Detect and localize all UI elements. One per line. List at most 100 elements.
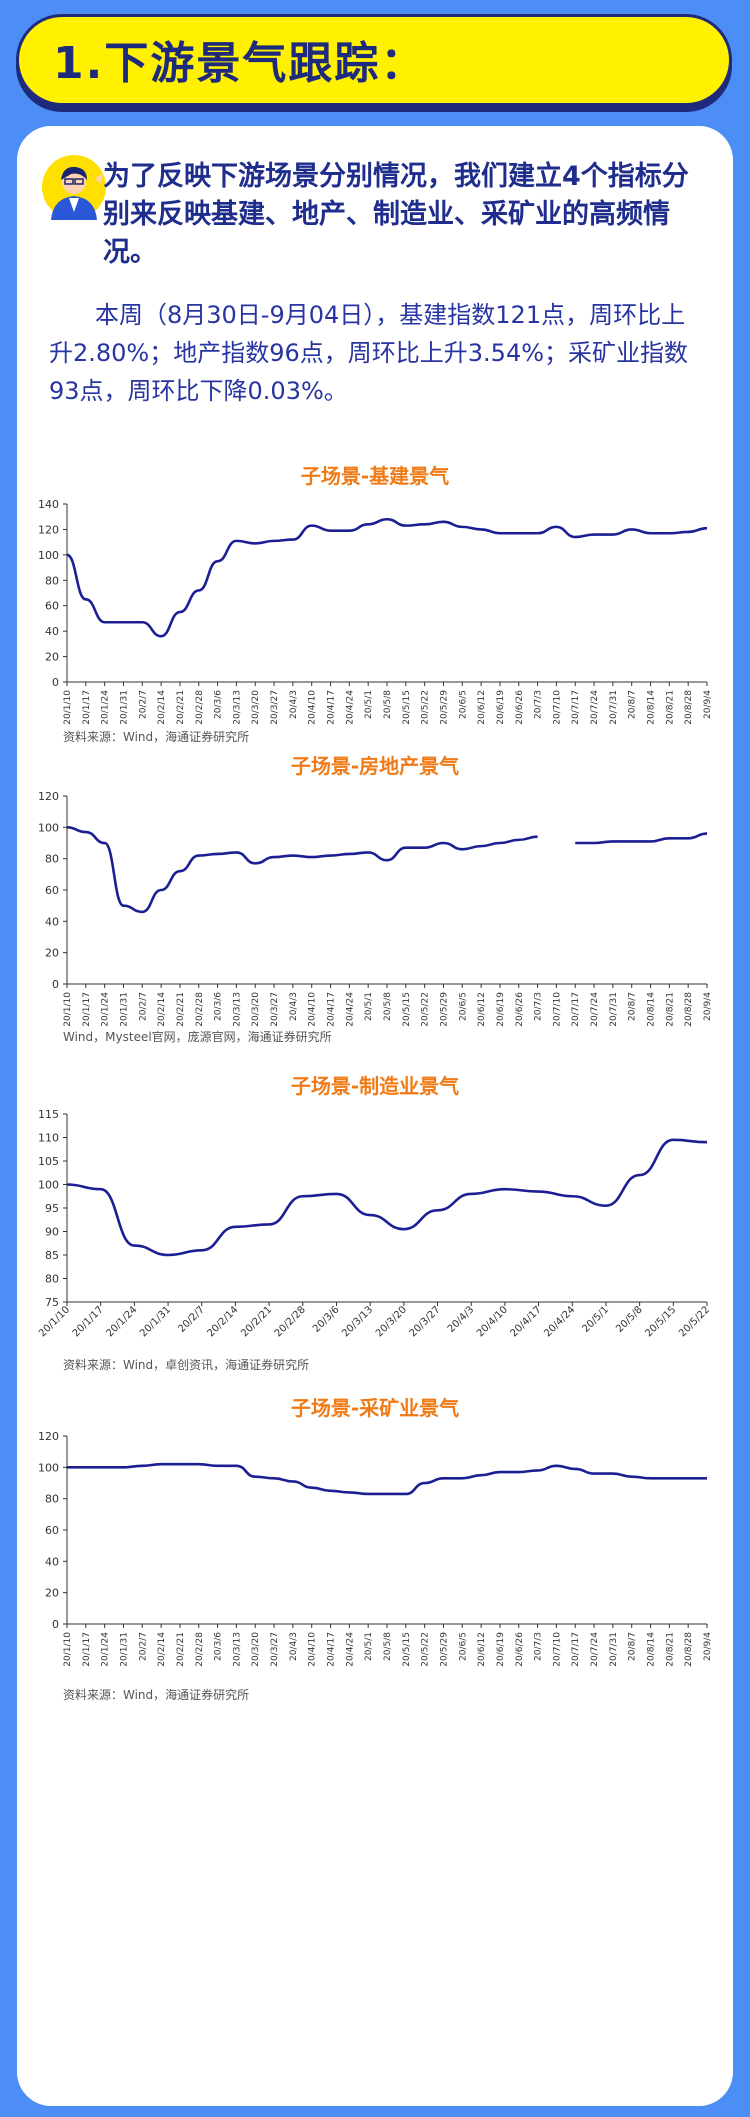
y-tick-label: 105: [38, 1155, 59, 1168]
x-tick-label: 20/8/28: [684, 690, 694, 725]
y-tick-label: 20: [45, 1587, 59, 1600]
x-tick-label: 20/5/22: [421, 1632, 431, 1667]
y-tick-label: 80: [45, 853, 59, 866]
x-tick-label: 20/4/3: [289, 690, 299, 719]
x-tick-label: 20/2/7: [138, 1632, 148, 1661]
x-tick-label: 20/5/15: [402, 1632, 412, 1667]
y-tick-label: 90: [45, 1226, 59, 1239]
section-title: 1.下游景气跟踪：: [53, 38, 427, 89]
x-tick-label: 20/2/7: [176, 1304, 207, 1335]
y-tick-label: 95: [45, 1202, 59, 1215]
chart-title-manufacturing: 子场景-制造业景气: [290, 1074, 460, 1098]
y-tick-label: 60: [45, 600, 59, 613]
x-tick-label: 20/7/10: [552, 690, 562, 725]
x-tick-label: 20/4/10: [308, 690, 318, 725]
analyst-avatar-icon: [42, 155, 106, 220]
x-tick-label: 20/3/6: [214, 992, 224, 1021]
x-tick-label: 20/7/17: [571, 690, 581, 725]
x-tick-label: 20/8/28: [684, 1632, 694, 1667]
x-tick-label: 20/1/31: [119, 992, 129, 1027]
x-tick-label: 20/5/1: [364, 992, 374, 1021]
x-tick-label: 20/3/20: [251, 992, 261, 1027]
x-tick-label: 20/7/24: [590, 690, 600, 725]
y-tick-label: 100: [38, 1461, 59, 1474]
x-tick-label: 20/6/12: [477, 690, 487, 725]
y-tick-label: 0: [52, 1618, 59, 1631]
x-tick-label: 20/4/17: [327, 1632, 337, 1667]
x-tick-label: 20/6/5: [458, 992, 468, 1021]
x-tick-label: 20/2/28: [195, 992, 205, 1027]
section-header: 1.下游景气跟踪：: [16, 14, 732, 106]
chart-source-mining: 资料来源：Wind，海通证券研究所: [63, 1688, 250, 1702]
x-tick-label: 20/1/10: [63, 690, 73, 725]
x-tick-label: 20/3/27: [270, 690, 280, 725]
x-tick-label: 20/5/22: [421, 992, 431, 1027]
y-tick-label: 115: [38, 1108, 59, 1121]
x-tick-label: 20/4/17: [327, 992, 337, 1027]
x-tick-label: 20/2/7: [138, 690, 148, 719]
x-tick-label: 20/4/24: [542, 1304, 577, 1339]
x-tick-label: 20/1/24: [101, 690, 111, 725]
manufacturing-line-chart: 758085909510010511011520/1/1020/1/1720/1…: [37, 1108, 712, 1339]
x-tick-label: 20/3/6: [214, 1632, 224, 1661]
x-tick-label: 20/2/28: [195, 690, 205, 725]
x-tick-label: 20/5/8: [383, 1632, 393, 1661]
x-tick-label: 20/5/8: [383, 992, 393, 1021]
x-tick-label: 20/1/17: [82, 1632, 92, 1667]
series-line: [575, 832, 708, 845]
y-tick-label: 100: [38, 549, 59, 562]
x-tick-label: 20/7/3: [534, 1632, 544, 1661]
x-tick-label: 20/6/19: [496, 992, 506, 1027]
x-tick-label: 20/4/17: [509, 1304, 544, 1339]
chart-title-real-estate: 子场景-房地产景气: [290, 754, 460, 778]
series-line: [66, 1138, 708, 1257]
x-tick-label: 20/7/31: [609, 1632, 619, 1667]
x-tick-label: 20/4/24: [345, 690, 355, 725]
y-tick-label: 110: [38, 1132, 59, 1145]
x-tick-label: 20/6/5: [458, 690, 468, 719]
x-tick-label: 20/1/10: [37, 1304, 72, 1339]
y-tick-label: 40: [45, 915, 59, 928]
x-tick-label: 20/8/14: [647, 1632, 657, 1667]
x-tick-label: 20/6/5: [458, 1632, 468, 1661]
x-tick-label: 20/7/17: [571, 1632, 581, 1667]
infrastructure-line-chart: 0 20 40 60 80 100 120 140 20/1/10 20/1/17 20/1/24 2…: [38, 498, 713, 725]
y-tick-label: 75: [45, 1296, 59, 1309]
x-tick-label: 20/1/31: [119, 1632, 129, 1667]
x-tick-label: 20/5/15: [402, 690, 412, 725]
x-tick-label: 20/1/24: [101, 1632, 111, 1667]
x-tick-label: 20/2/21: [176, 690, 186, 725]
x-tick-label: 20/4/24: [345, 992, 355, 1027]
x-tick-label: 20/1/17: [82, 992, 92, 1027]
x-tick-label: 20/2/21: [239, 1304, 274, 1339]
chart-title-mining: 子场景-采矿业景气: [290, 1396, 460, 1420]
x-tick-label: 20/8/28: [684, 992, 694, 1027]
x-tick-label: 20/5/15: [402, 992, 412, 1027]
intro-headline: 为了反映下游场景分别情况，我们建立4个指标分别来反映基建、地产、制造业、采矿业的…: [103, 161, 689, 268]
x-tick-label: 20/4/10: [308, 992, 318, 1027]
y-tick-label: 20: [45, 947, 59, 960]
x-tick-label: 20/1/17: [71, 1304, 106, 1339]
x-tick-label: 20/3/20: [374, 1304, 409, 1339]
y-tick-label: 80: [45, 1273, 59, 1286]
x-tick-label: 20/2/7: [138, 992, 148, 1021]
y-tick-label: 140: [38, 498, 59, 511]
x-tick-label: 20/7/10: [552, 992, 562, 1027]
x-tick-label: 20/3/27: [408, 1304, 443, 1339]
x-tick-label: 20/2/14: [157, 690, 167, 725]
x-tick-label: 20/7/24: [590, 992, 600, 1027]
x-tick-label: 20/6/19: [496, 1632, 506, 1667]
x-tick-label: 20/2/21: [176, 992, 186, 1027]
y-tick-label: 60: [45, 884, 59, 897]
x-tick-label: 20/4/17: [327, 690, 337, 725]
x-tick-label: 20/5/29: [439, 690, 449, 725]
chart-title-infrastructure: 子场景-基建景气: [300, 464, 450, 488]
x-tick-label: 20/7/3: [534, 690, 544, 719]
y-tick-label: 80: [45, 574, 59, 587]
x-tick-label: 20/6/12: [477, 992, 487, 1027]
x-tick-label: 20/2/28: [273, 1304, 308, 1339]
x-tick-label: 20/8/21: [665, 1632, 675, 1667]
x-tick-label: 20/5/22: [677, 1304, 712, 1339]
x-tick-label: 20/1/31: [119, 690, 129, 725]
x-tick-label: 20/4/10: [475, 1304, 510, 1339]
